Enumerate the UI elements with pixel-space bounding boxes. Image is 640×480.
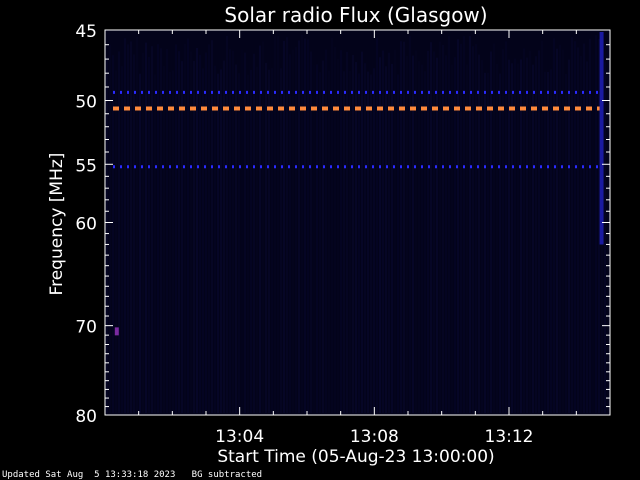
footer: Updated Sat Aug 5 13:33:18 2023 BG subtr… <box>2 470 262 480</box>
y-tick-label: 55 <box>75 156 97 176</box>
y-axis: 45 50 55 60 70 80 <box>75 22 610 427</box>
x-axis: 13:04 13:08 13:12 <box>104 30 611 447</box>
emission-spot <box>114 327 119 336</box>
y-tick-label: 80 <box>75 407 97 427</box>
chart-title: Solar radio Flux (Glasgow) <box>224 3 487 27</box>
y-tick-label: 50 <box>75 93 97 113</box>
spectrogram-features <box>113 32 604 336</box>
spectrogram-texture <box>106 35 606 413</box>
plot-area <box>105 30 610 415</box>
updated-timestamp: Updated Sat Aug 5 13:33:18 2023 <box>2 470 176 480</box>
x-tick-label: 13:12 <box>485 427 534 447</box>
x-axis-label: Start Time (05-Aug-23 13:00:00) <box>217 447 494 467</box>
x-tick-label: 13:08 <box>350 427 399 447</box>
y-tick-label: 60 <box>75 215 97 235</box>
y-axis-label: Frequency [MHz] <box>47 153 67 296</box>
background-note: BG subtracted <box>191 470 263 480</box>
y-tick-label: 70 <box>75 318 97 338</box>
x-tick-label: 13:04 <box>215 427 264 447</box>
y-tick-label: 45 <box>75 22 97 42</box>
